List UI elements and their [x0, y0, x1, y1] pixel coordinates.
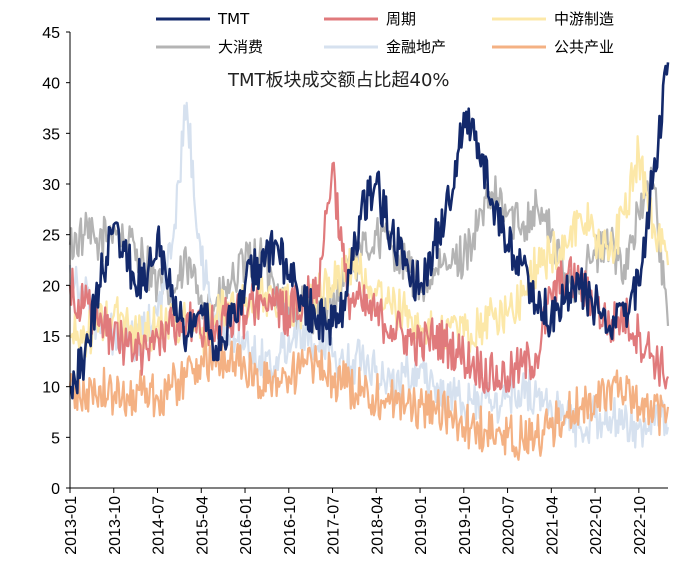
- y-tick-label: 0: [51, 481, 60, 498]
- x-tick-label: 2013-10: [107, 496, 124, 555]
- x-tick-label: 2022-10: [632, 496, 649, 555]
- legend-label-midstream: 中游制造: [554, 10, 614, 28]
- x-tick-label: 2022-01: [588, 496, 605, 555]
- x-tick-label: 2014-07: [151, 496, 168, 555]
- chart-annotation: TMT板块成交额占比超40%: [227, 70, 450, 91]
- axes-layer: [69, 32, 668, 489]
- series-layer: [68, 62, 670, 461]
- legend-label-finance: 金融地产: [386, 38, 446, 56]
- y-tick-label: 40: [42, 76, 60, 93]
- x-tick-label: 2021-04: [544, 496, 561, 555]
- y-ticks: 0 5 10 15 20 25 30 35 40 45: [42, 25, 70, 498]
- x-tick-label: 2013-01: [63, 496, 80, 555]
- y-tick-label: 15: [42, 329, 60, 346]
- x-tick-label: 2015-04: [194, 496, 211, 555]
- y-tick-label: 45: [42, 25, 60, 42]
- x-tick-label: 2016-01: [238, 496, 255, 555]
- x-ticks: 2013-01 2013-10 2014-07 2015-04 2016-01 2016-…: [63, 488, 649, 555]
- y-tick-label: 10: [42, 380, 60, 397]
- x-tick-label: 2016-10: [282, 496, 299, 555]
- legend-label-public: 公共产业: [554, 38, 614, 56]
- y-tick-label: 30: [42, 177, 60, 194]
- y-tick-label: 20: [42, 278, 60, 295]
- x-tick-label: 2018-04: [369, 496, 386, 555]
- y-tick-label: 35: [42, 126, 60, 143]
- legend-label-cycle: 周期: [386, 10, 416, 28]
- series-line-4: [68, 161, 670, 394]
- x-tick-label: 2020-07: [501, 496, 518, 555]
- legend-label-consumer: 大消费: [218, 38, 263, 56]
- x-tick-label: 2019-10: [457, 496, 474, 555]
- y-tick-label: 5: [51, 430, 60, 447]
- series-line-5: [69, 62, 670, 400]
- series-line-3: [68, 335, 670, 461]
- legend-label-tmt: TMT: [217, 10, 250, 28]
- y-tick-label: 25: [42, 228, 60, 245]
- x-tick-label: 2019-01: [413, 496, 430, 555]
- legend: TMT 周期 中游制造 大消费 金融地产 公共产业: [156, 10, 614, 56]
- x-tick-label: 2017-07: [326, 496, 343, 555]
